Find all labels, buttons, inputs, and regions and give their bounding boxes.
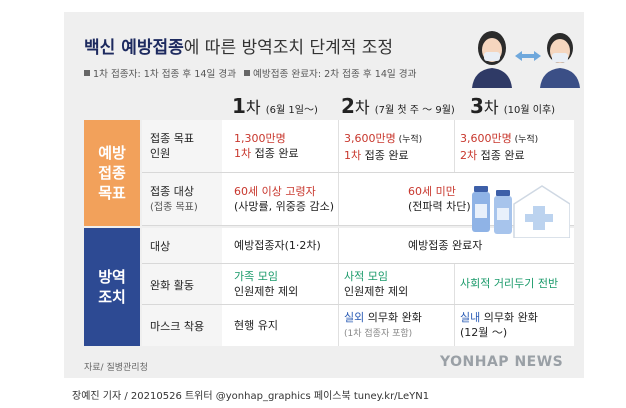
mask-phase-2: 실외 의무화 완화 (1차 접종자 포함) bbox=[344, 311, 422, 339]
goal-phase-2: 3,600만명 (누적) 1차 접종 완료 bbox=[344, 132, 423, 162]
row-label: 대상 bbox=[142, 228, 222, 263]
row-label: 완화 활동 bbox=[142, 264, 222, 304]
table-row-goal: 접종 목표 인원 1,300만명 1차 접종 완료 3,600만명 (누적) 1차 … bbox=[142, 120, 574, 173]
relief-phase-1: 가족 모임 인원제한 제외 bbox=[234, 270, 299, 298]
row-label: 접종 목표 인원 bbox=[142, 120, 222, 172]
category-vaccination-goal: 예방 접종 목표 bbox=[84, 120, 140, 226]
table-row-relief: 완화 활동 가족 모임 인원제한 제외 사적 모임 인원제한 제외 사회적 거리두기… bbox=[142, 264, 574, 305]
mask-phase-3: 실내 의무화 완화 (12월 ～) bbox=[460, 311, 538, 339]
phase-period: (7월 첫 주 ～ 9월) bbox=[374, 105, 455, 116]
phase-number: 2 bbox=[341, 94, 355, 118]
note-first-dose: 1차 접종자: 1차 접종 후 14일 경과 bbox=[93, 69, 237, 80]
target-phase-1: 60세 이상 고령자 (사망률, 위중증 감소) bbox=[234, 185, 335, 213]
phase-number: 3 bbox=[470, 94, 484, 118]
row-label: 마스크 착용 bbox=[142, 305, 222, 346]
house-icon bbox=[513, 185, 570, 238]
target-phase-2-3: 60세 미만 (전파력 차단) bbox=[408, 185, 471, 213]
bullet-square-icon bbox=[84, 70, 90, 76]
man-figure bbox=[540, 33, 580, 88]
measures-table: 접종 목표 인원 1,300만명 1차 접종 완료 3,600만명 (누적) 1차 … bbox=[142, 120, 574, 346]
title-bold: 백신 예방접종 bbox=[84, 38, 184, 58]
vaccine-vial-icon bbox=[472, 186, 490, 232]
goal-phase-3: 3,600만명 (누적) 2차 접종 완료 bbox=[460, 132, 539, 162]
page-title: 백신 예방접종에 따른 방역조치 단계적 조정 bbox=[84, 33, 393, 58]
bullet-square-icon bbox=[244, 70, 251, 76]
category-quarantine-measures: 방역 조치 bbox=[84, 228, 140, 346]
subject-phase-2-3: 예방접종 완료자 bbox=[408, 239, 483, 252]
relief-phase-2: 사적 모임 인원제한 제외 bbox=[344, 270, 409, 298]
byline: 장예진 기자 / 20210526 트위터 @yonhap_graphics 페… bbox=[72, 391, 430, 402]
phase-suffix: 차 bbox=[245, 98, 261, 117]
note-fully-vaccinated: 예방접종 완료자: 2차 접종 후 14일 경과 bbox=[253, 69, 417, 80]
phase-suffix: 차 bbox=[354, 98, 370, 117]
row-label: 접종 대상 (접종 목표) bbox=[142, 173, 222, 225]
double-arrow-icon bbox=[515, 51, 541, 61]
vaccine-house-illustration bbox=[472, 185, 570, 238]
phase-1-header: 1차 (6월 1일～) bbox=[232, 94, 318, 118]
phase-number: 1 bbox=[232, 94, 246, 118]
phase-period: (10월 이후) bbox=[503, 105, 556, 116]
source-credit: 자료/ 질병관리청 bbox=[84, 363, 148, 373]
watermark: YONHAP NEWS bbox=[440, 354, 564, 370]
masked-people-illustration bbox=[472, 31, 580, 88]
phase-period: (6월 1일～) bbox=[265, 105, 318, 116]
phase-suffix: 차 bbox=[483, 98, 499, 117]
mask-phase-1: 현행 유지 bbox=[234, 319, 278, 332]
phase-2-header: 2차 (7월 첫 주 ～ 9월) bbox=[341, 94, 455, 118]
vaccine-vial-icon bbox=[494, 190, 512, 234]
goal-phase-1: 1,300만명 1차 접종 완료 bbox=[234, 132, 299, 160]
definition-notes: 1차 접종자: 1차 접종 후 14일 경과 예방접종 완료자: 2차 접종 후 … bbox=[84, 66, 416, 80]
phase-3-header: 3차 (10월 이후) bbox=[470, 94, 555, 118]
woman-figure bbox=[472, 31, 512, 88]
title-rest: 에 따른 방역조치 단계적 조정 bbox=[183, 38, 394, 58]
relief-phase-3: 사회적 거리두기 전반 bbox=[460, 277, 559, 290]
table-row-mask: 마스크 착용 현행 유지 실외 의무화 완화 (1차 접종자 포함) 실내 의무화… bbox=[142, 305, 574, 346]
subject-phase-1: 예방접종자(1·2차) bbox=[234, 239, 321, 252]
